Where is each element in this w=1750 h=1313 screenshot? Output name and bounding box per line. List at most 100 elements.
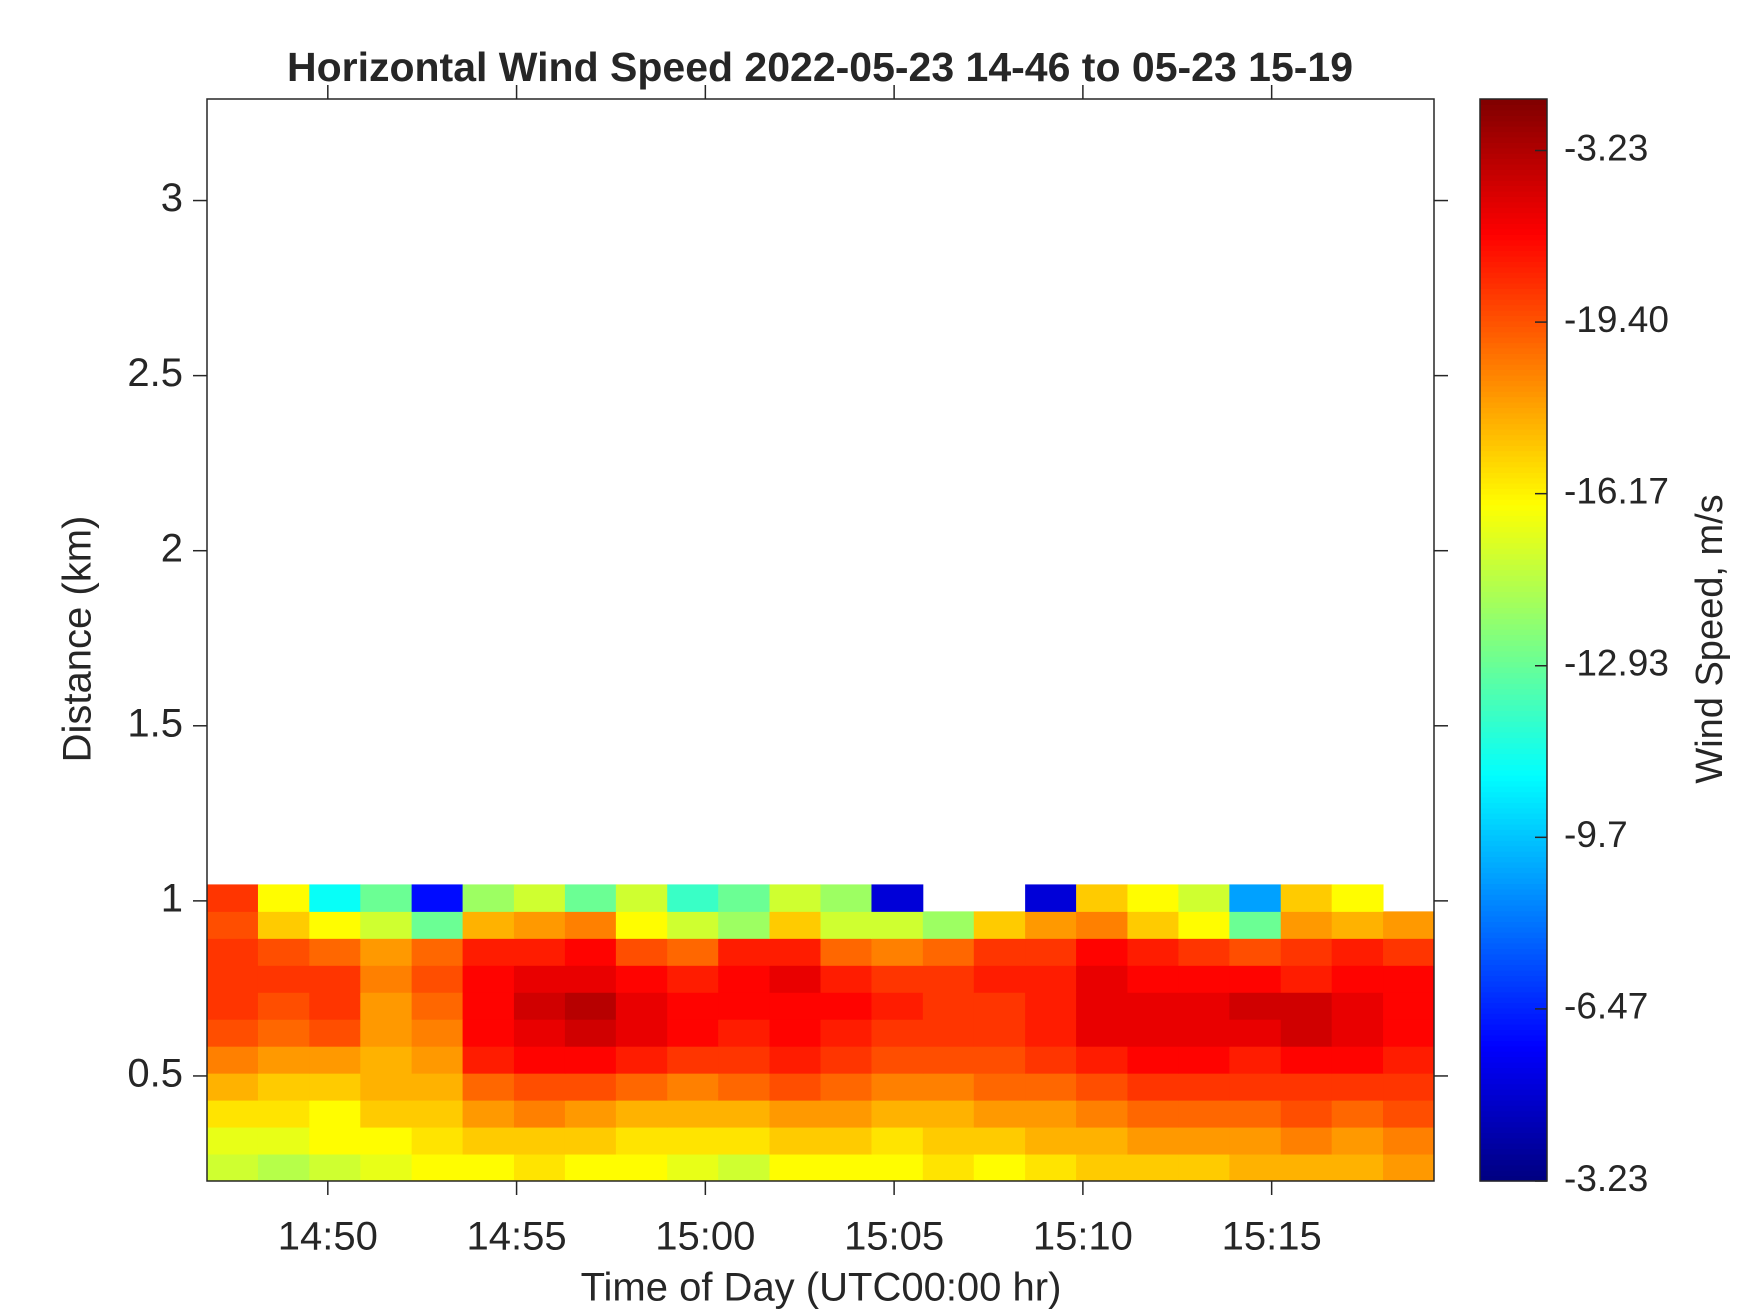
heatmap-cell xyxy=(615,965,668,993)
colorbar-band xyxy=(1480,585,1547,592)
heatmap-cell xyxy=(769,992,821,1020)
colorbar-band xyxy=(1480,445,1547,452)
colorbar-band xyxy=(1480,483,1547,490)
colorbar-band xyxy=(1480,1061,1547,1068)
heatmap-cell xyxy=(1076,1100,1128,1128)
y-tick-label: 1 xyxy=(161,876,183,920)
heatmap-cell xyxy=(411,1127,464,1155)
colorbar-band xyxy=(1480,272,1547,279)
heatmap-cell xyxy=(820,911,872,939)
heatmap-cell xyxy=(564,1100,617,1128)
colorbar-band xyxy=(1480,423,1547,430)
colorbar-band xyxy=(1480,921,1547,928)
colorbar-band xyxy=(1480,407,1547,414)
heatmap-cell xyxy=(462,884,515,912)
heatmap-cell xyxy=(615,911,668,939)
heatmap-cell xyxy=(1127,1046,1179,1074)
heatmap-cell xyxy=(667,1019,719,1047)
heatmap-cell xyxy=(820,992,872,1020)
colorbar-band xyxy=(1480,553,1547,560)
heatmap-cell xyxy=(513,1154,566,1182)
colorbar-band xyxy=(1480,883,1547,890)
colorbar-band xyxy=(1480,580,1547,587)
colorbar-band xyxy=(1480,726,1547,733)
heatmap-cell xyxy=(309,992,361,1020)
heatmap-cell xyxy=(667,1154,719,1182)
heatmap-cell xyxy=(973,1073,1026,1101)
heatmap-cell xyxy=(1331,965,1384,993)
heatmap-cell xyxy=(615,1073,668,1101)
heatmap-cell xyxy=(462,992,515,1020)
heatmap-cell xyxy=(1229,1100,1282,1128)
heatmap-cell xyxy=(1076,1073,1128,1101)
heatmap-cell xyxy=(207,1154,259,1182)
heatmap-cell xyxy=(1025,1073,1077,1101)
colorbar-band xyxy=(1480,818,1547,825)
colorbar-band xyxy=(1480,223,1547,230)
heatmap-cell xyxy=(820,1019,872,1047)
heatmap-cell xyxy=(769,938,821,966)
heatmap-cell xyxy=(1127,1073,1179,1101)
colorbar-band xyxy=(1480,1007,1547,1014)
colorbar-band xyxy=(1480,1024,1547,1031)
heatmap-cell xyxy=(1229,1019,1282,1047)
colorbar-band xyxy=(1480,612,1547,619)
heatmap-cell xyxy=(309,1073,361,1101)
colorbar-band xyxy=(1480,937,1547,944)
heatmap-cell xyxy=(1383,1127,1435,1155)
heatmap-cell xyxy=(1280,1154,1333,1182)
heatmap-cell xyxy=(1076,992,1128,1020)
colorbar-band xyxy=(1480,315,1547,322)
heatmap-cell xyxy=(564,884,617,912)
colorbar-band xyxy=(1480,196,1547,203)
heatmap-cell xyxy=(718,992,771,1020)
heatmap-cell xyxy=(257,1127,310,1155)
heatmap-cell xyxy=(871,1046,924,1074)
colorbar-band xyxy=(1480,131,1547,138)
colorbar-band xyxy=(1480,266,1547,273)
heatmap-cell xyxy=(973,911,1026,939)
heatmap-cell xyxy=(1178,1046,1230,1074)
heatmap-cell xyxy=(257,965,310,993)
heatmap-cell xyxy=(973,938,1026,966)
heatmap-cell xyxy=(871,1019,924,1047)
colorbar-band xyxy=(1480,840,1547,847)
colorbar-band xyxy=(1480,1045,1547,1052)
heatmap-cell xyxy=(820,1154,872,1182)
heatmap-cell xyxy=(871,1073,924,1101)
colorbar-band xyxy=(1480,970,1547,977)
colorbar-band xyxy=(1480,412,1547,419)
heatmap-cell xyxy=(1127,1154,1179,1182)
colorbar-band xyxy=(1480,201,1547,208)
heatmap-cell xyxy=(820,965,872,993)
colorbar-band xyxy=(1480,1034,1547,1041)
heatmap-cell xyxy=(411,884,464,912)
heatmap-cell xyxy=(1280,1127,1333,1155)
colorbar-tick-label: -9.7 xyxy=(1564,814,1628,855)
heatmap-cell xyxy=(718,1073,771,1101)
heatmap-cell xyxy=(922,1073,975,1101)
heatmap-cell xyxy=(309,965,361,993)
heatmap-cell xyxy=(667,965,719,993)
heatmap-cell xyxy=(513,1127,566,1155)
colorbar-band xyxy=(1480,320,1547,327)
colorbar-band xyxy=(1480,245,1547,252)
heatmap-cell xyxy=(257,1100,310,1128)
heatmap-cell xyxy=(1025,1100,1077,1128)
colorbar-band xyxy=(1480,791,1547,798)
heatmap-cell xyxy=(1178,1100,1230,1128)
colorbar-band xyxy=(1480,786,1547,793)
colorbar-band xyxy=(1480,353,1547,360)
heatmap-cell xyxy=(1383,1019,1435,1047)
colorbar-band xyxy=(1480,99,1547,106)
colorbar-band xyxy=(1480,715,1547,722)
heatmap-cell xyxy=(1383,1046,1435,1074)
heatmap-cell xyxy=(564,1154,617,1182)
colorbar-band xyxy=(1480,342,1547,349)
heatmap-cell xyxy=(769,1073,821,1101)
heatmap-cell xyxy=(513,1073,566,1101)
colorbar-band xyxy=(1480,174,1547,181)
colorbar-band xyxy=(1480,526,1547,533)
colorbar-band xyxy=(1480,1132,1547,1139)
heatmap-cell xyxy=(1127,965,1179,993)
